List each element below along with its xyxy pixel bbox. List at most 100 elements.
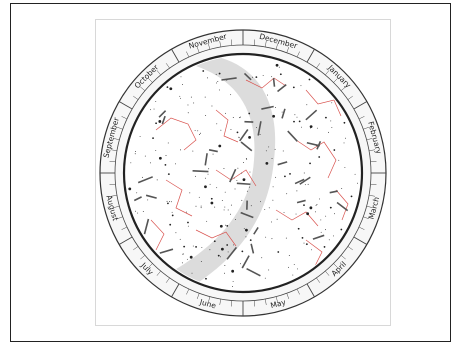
star xyxy=(216,123,218,125)
star xyxy=(182,253,184,255)
date-tick xyxy=(347,95,353,100)
constellation-label-mark xyxy=(240,141,253,152)
star xyxy=(275,176,277,178)
star xyxy=(192,150,194,152)
date-tick xyxy=(219,299,222,306)
constellation-lines xyxy=(150,77,349,269)
star xyxy=(227,251,229,253)
star xyxy=(230,128,232,130)
star xyxy=(187,112,189,114)
star xyxy=(134,153,136,155)
star xyxy=(189,192,191,194)
star xyxy=(333,235,334,237)
date-tick xyxy=(113,138,120,141)
star xyxy=(171,211,173,213)
star xyxy=(288,255,290,256)
date-tick xyxy=(363,126,370,130)
star xyxy=(325,215,327,217)
date-tick xyxy=(156,70,161,76)
date-tick xyxy=(186,51,190,58)
star xyxy=(134,210,136,212)
star xyxy=(170,201,172,203)
date-tick xyxy=(316,63,321,69)
constellation-label-mark xyxy=(204,153,208,166)
star xyxy=(331,102,333,104)
star xyxy=(212,153,214,155)
star xyxy=(134,151,136,153)
star xyxy=(283,212,285,213)
star xyxy=(320,231,322,233)
star xyxy=(289,172,291,175)
star xyxy=(205,115,207,117)
constellation-label-mark xyxy=(294,178,305,185)
star xyxy=(183,245,186,248)
date-tick xyxy=(347,246,353,251)
constellation-label-mark xyxy=(277,83,287,93)
date-tick xyxy=(118,101,133,110)
star xyxy=(306,212,310,216)
date-tick xyxy=(363,216,370,220)
star xyxy=(277,251,280,253)
date-tick xyxy=(231,39,233,46)
date-tick xyxy=(366,138,373,141)
star xyxy=(292,274,294,276)
star xyxy=(350,195,353,198)
date-tick xyxy=(370,161,377,163)
star xyxy=(325,116,327,119)
star xyxy=(236,131,239,134)
star xyxy=(218,144,222,148)
star xyxy=(256,127,257,128)
star xyxy=(208,168,210,170)
star xyxy=(293,120,295,123)
milky-way-band xyxy=(156,56,276,290)
star xyxy=(206,220,208,222)
date-tick xyxy=(370,183,377,185)
star xyxy=(281,111,283,113)
star xyxy=(179,95,181,97)
star xyxy=(220,129,222,131)
star xyxy=(255,76,258,79)
star xyxy=(265,161,269,165)
star xyxy=(246,190,248,192)
date-tick xyxy=(133,95,139,100)
star xyxy=(136,192,138,194)
star xyxy=(268,146,270,148)
star xyxy=(186,211,187,213)
constellation-label-mark xyxy=(329,190,338,194)
constellation-label-mark xyxy=(306,141,320,147)
star xyxy=(248,136,251,139)
date-tick xyxy=(366,205,373,208)
constellation-label-mark xyxy=(250,243,255,254)
star xyxy=(211,105,213,107)
date-tick xyxy=(133,246,139,251)
date-tick xyxy=(116,126,123,130)
star xyxy=(246,158,248,160)
constellation-label-mark xyxy=(287,130,298,142)
star xyxy=(272,199,274,201)
constellation-label-mark xyxy=(305,109,318,121)
date-tick xyxy=(275,296,278,303)
constellation-label-mark xyxy=(336,201,349,212)
star-chart: DecemberJanuaryFebruaryMarchAprilMayJune… xyxy=(99,29,387,317)
star xyxy=(181,84,183,86)
star xyxy=(232,286,233,288)
star xyxy=(297,227,300,230)
star xyxy=(301,236,304,239)
star xyxy=(276,218,278,220)
star xyxy=(248,112,251,115)
star xyxy=(270,221,272,223)
star xyxy=(219,256,221,258)
star xyxy=(147,199,149,201)
star xyxy=(192,245,194,247)
star xyxy=(217,81,219,82)
star xyxy=(226,224,229,227)
month-label: May xyxy=(269,297,287,310)
star xyxy=(187,104,189,106)
star xyxy=(234,188,236,190)
star xyxy=(329,206,332,209)
star xyxy=(180,149,181,151)
star xyxy=(338,159,340,161)
star xyxy=(333,149,336,151)
star xyxy=(141,176,143,178)
date-tick xyxy=(140,255,146,260)
